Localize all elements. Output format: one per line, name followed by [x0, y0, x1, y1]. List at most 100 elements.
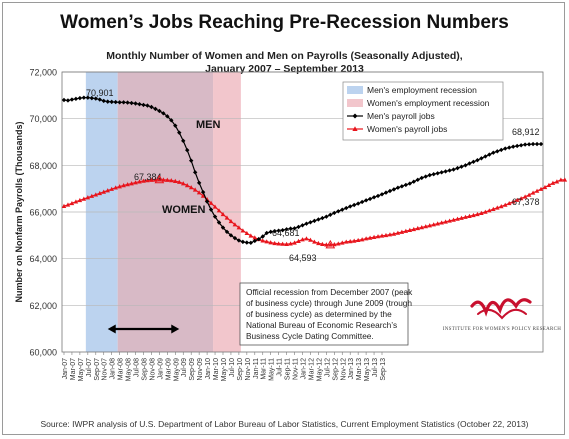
women-series-point — [483, 209, 488, 214]
women-series-point — [522, 194, 528, 199]
y-tick-label: 68,000 — [29, 161, 57, 171]
women-series-point — [510, 199, 516, 204]
women-series-point — [363, 236, 369, 241]
men-series-point — [407, 181, 413, 186]
men-series-point — [463, 163, 468, 168]
men-series-point — [507, 145, 512, 150]
women-series-point — [165, 177, 170, 182]
x-tick-label: Mar-11 — [261, 358, 268, 380]
x-tick-label: Sep-10 — [237, 358, 244, 381]
x-tick-label: May-10 — [221, 358, 228, 381]
men-series-point — [260, 234, 265, 239]
source-note: Source: IWPR analysis of U.S. Department… — [40, 419, 529, 429]
women-series-point — [526, 192, 532, 197]
men-series-point — [196, 180, 202, 186]
y-tick-label: 72,000 — [29, 68, 57, 78]
men-series-point — [101, 98, 106, 104]
women-series-point — [280, 241, 285, 246]
men-series-point — [188, 158, 194, 163]
men-series-point — [248, 240, 254, 245]
x-tick-label: Mar-13 — [356, 358, 363, 380]
men-series-point — [272, 228, 277, 234]
men-series-point — [526, 142, 532, 147]
logo-mark — [470, 298, 532, 317]
women-series-point — [121, 183, 126, 188]
men-series-point — [292, 226, 297, 231]
women-series-point — [471, 212, 476, 218]
men-series-point — [181, 138, 186, 144]
women-series-point — [272, 240, 277, 246]
men-series-point — [117, 100, 122, 105]
men-series-point — [284, 227, 289, 232]
men-series-point — [236, 238, 242, 243]
men-series-point — [395, 185, 401, 190]
recession-note-line: Business Cycle Dating Committee. — [246, 331, 374, 341]
legend-entry: Women's payroll jobs — [367, 124, 447, 134]
x-tick-label: Jan-09 — [157, 358, 164, 380]
women-series-point — [506, 200, 512, 206]
women-series-point — [85, 195, 91, 200]
men-series-point — [344, 205, 349, 211]
x-tick-label: Nov-10 — [245, 358, 252, 381]
women-series-point — [347, 239, 353, 244]
women-series-point — [447, 218, 452, 223]
women-series-point — [176, 179, 182, 184]
women-series-point — [320, 241, 325, 246]
men-series-point — [439, 170, 444, 175]
women-series-point — [403, 228, 409, 233]
men-series-point — [256, 236, 261, 242]
women-series-point — [335, 241, 341, 246]
women-series-point — [296, 238, 301, 243]
women-series-point — [562, 177, 568, 182]
x-tick-label: Nov-12 — [340, 358, 347, 381]
y-tick-label: 60,000 — [29, 348, 57, 358]
men-series-point — [97, 97, 102, 102]
women-series-point — [467, 213, 472, 218]
legend: Men's employment recession Women's employ… — [342, 81, 504, 141]
legend-swatch-men-recession — [347, 86, 363, 94]
men-series-point — [443, 169, 448, 174]
recession-note-box — [239, 282, 409, 346]
men-series-point — [538, 141, 544, 147]
x-tick-label: Jul-07 — [86, 358, 93, 377]
women-series-point — [61, 203, 67, 208]
men-series-point — [375, 193, 381, 199]
men-series-point — [435, 171, 440, 176]
men-series-point — [499, 147, 504, 153]
men-series-point — [363, 198, 369, 203]
data-label: 70,901 — [86, 88, 114, 98]
women-series-point — [288, 241, 293, 246]
men-series-point — [348, 204, 353, 209]
men-series-point — [65, 98, 71, 103]
women-series-point — [451, 217, 456, 222]
women-series-point — [558, 177, 564, 182]
data-label: 64,593 — [289, 253, 317, 263]
x-tick-label: Jul-08 — [134, 358, 141, 377]
women-series-point — [149, 177, 154, 182]
women-series-point — [498, 204, 504, 209]
men-series-point — [514, 143, 520, 149]
women-series-point — [157, 177, 162, 182]
men-series-point — [69, 97, 75, 102]
men-series-point — [240, 239, 246, 245]
men-series-point — [89, 95, 95, 101]
men-series-point — [177, 130, 182, 135]
men-series-point — [113, 99, 118, 105]
men-series-label: MEN — [196, 119, 221, 131]
women-series-point — [387, 232, 393, 237]
x-tick-label: Nov-08 — [149, 358, 156, 381]
legend-entry: Men's payroll jobs — [367, 111, 435, 121]
women-series-point — [379, 233, 385, 238]
men-series-point — [351, 202, 357, 208]
women-series-point — [284, 241, 289, 246]
women-series-point — [316, 240, 321, 246]
men-series-point — [296, 224, 301, 230]
axes: 60,000 62,000 64,000 66,000 68,000 70,000 72,0… — [14, 68, 544, 381]
women-series-point — [105, 188, 111, 193]
x-tick-label: Jul-10 — [229, 358, 236, 377]
women-series-point — [554, 179, 560, 184]
men-series-point — [137, 102, 142, 107]
legend-box — [342, 81, 504, 141]
women-series-point — [97, 190, 103, 196]
